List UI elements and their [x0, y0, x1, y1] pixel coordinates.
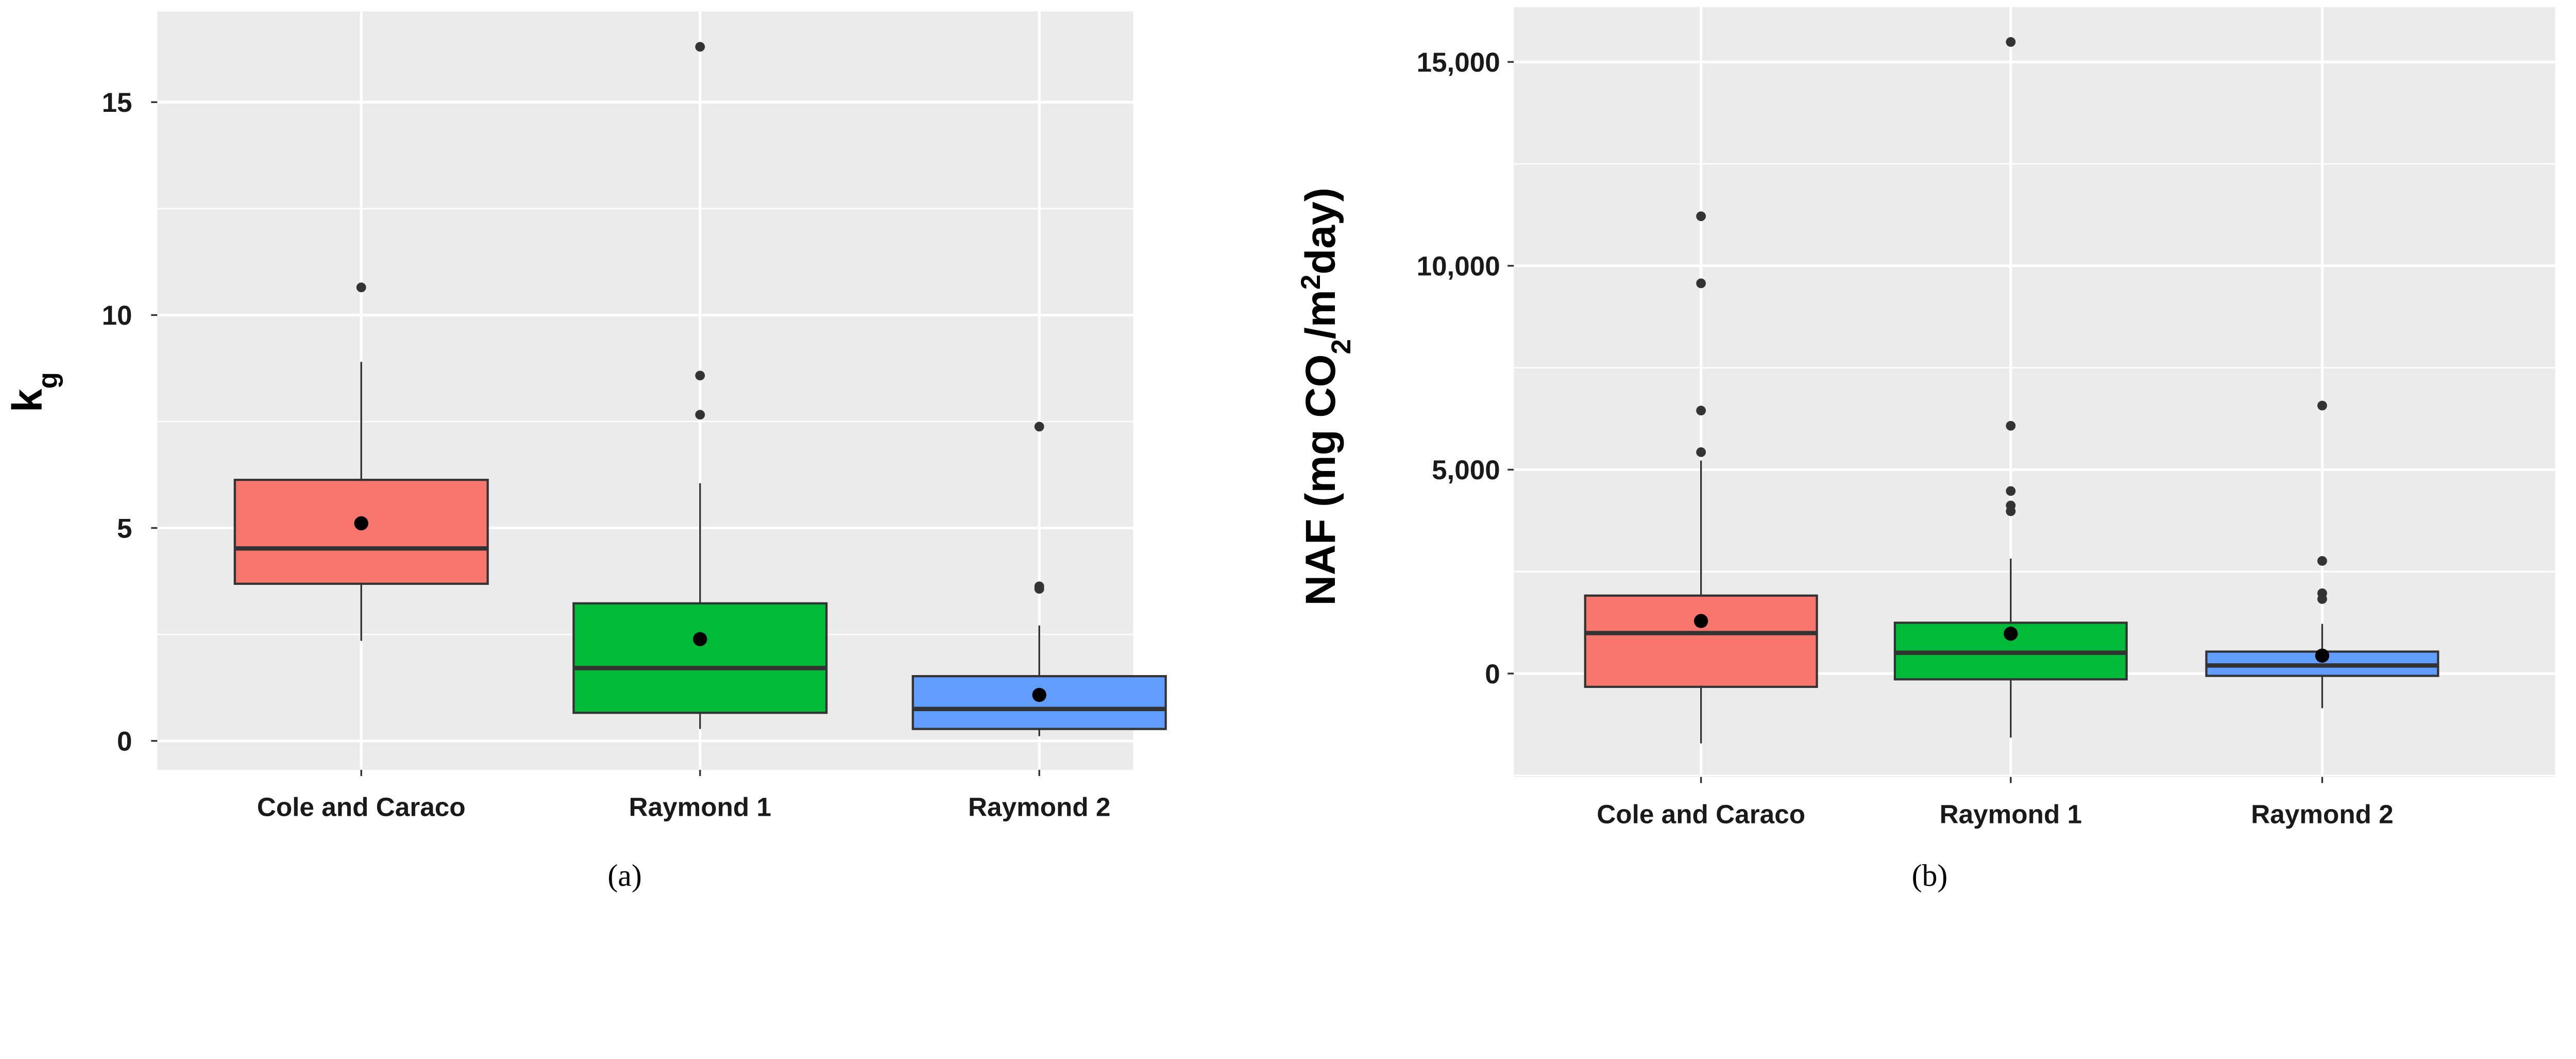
- y-tick-label: 0: [1485, 659, 1500, 690]
- y-axis-title-text: day): [1297, 188, 1344, 275]
- outlier-point: [2006, 486, 2016, 496]
- y-axis-title-subscript: g: [33, 372, 63, 389]
- mean-point: [693, 632, 707, 646]
- outlier-point: [2317, 556, 2327, 566]
- outlier-point: [1034, 584, 1044, 594]
- y-tick-label: 15: [102, 88, 132, 118]
- outlier-point: [2317, 400, 2327, 411]
- box: [911, 675, 1167, 730]
- y-axis-title-text: k: [4, 389, 51, 412]
- y-axis-title-text: /m: [1297, 290, 1344, 339]
- panel-caption: (a): [607, 859, 641, 893]
- x-tick-label: Raymond 1: [629, 793, 772, 822]
- y-tick-label: 0: [117, 727, 132, 757]
- outlier-point: [2006, 37, 2016, 47]
- y-tick-label: 10,000: [1417, 251, 1500, 282]
- y-axis-title: NAF (mg CO2/m2day): [1296, 188, 1357, 606]
- y-tick-label: 10: [102, 300, 132, 331]
- x-tick-label: Cole and Caraco: [1597, 799, 1805, 829]
- box: [1584, 594, 1818, 688]
- figure: 0 5 10 15 Cole and Caraco Raymond 1 Raymond 2 k…: [4, 7, 2555, 893]
- outlier-point: [356, 282, 366, 293]
- x-tick-label: Cole and Caraco: [257, 793, 466, 822]
- box: [233, 479, 489, 585]
- y-axis-title-subscript: 2: [1326, 339, 1357, 354]
- mean-point: [2315, 648, 2330, 663]
- outlier-point: [695, 410, 705, 420]
- panel-a: 0 5 10 15 Cole and Caraco Raymond 1 Raymond 2 k…: [4, 11, 1167, 893]
- y-tick-label: 5,000: [1432, 455, 1500, 485]
- mean-point: [1693, 614, 1708, 628]
- mean-point: [1032, 687, 1046, 702]
- x-tick-label: Raymond 1: [1940, 799, 2082, 829]
- y-axis-title: kg: [4, 372, 63, 412]
- panel-b: 0 5,000 10,000 15,000 Cole and Caraco Raymond…: [1296, 7, 2555, 893]
- outlier-point: [1696, 211, 1706, 222]
- outlier-point: [1696, 447, 1706, 457]
- outlier-point: [2317, 594, 2327, 604]
- outlier-point: [1696, 406, 1706, 416]
- panel-caption: (b): [1912, 859, 1948, 893]
- mean-point: [2004, 627, 2018, 641]
- y-tick-label: 5: [117, 513, 132, 544]
- outlier-point: [695, 371, 705, 381]
- x-tick-label: Raymond 2: [2251, 799, 2394, 829]
- mean-point: [354, 516, 368, 531]
- outlier-point: [2006, 506, 2016, 516]
- outlier-point: [1034, 422, 1044, 432]
- y-axis-title-text: NAF (mg CO: [1297, 354, 1344, 606]
- y-tick-label: 15,000: [1417, 47, 1500, 78]
- y-axis-title-superscript: 2: [1296, 275, 1326, 290]
- outlier-point: [695, 42, 705, 52]
- box: [572, 602, 828, 714]
- outlier-point: [1696, 278, 1706, 289]
- x-tick-label: Raymond 2: [968, 793, 1111, 822]
- outlier-point: [2006, 421, 2016, 431]
